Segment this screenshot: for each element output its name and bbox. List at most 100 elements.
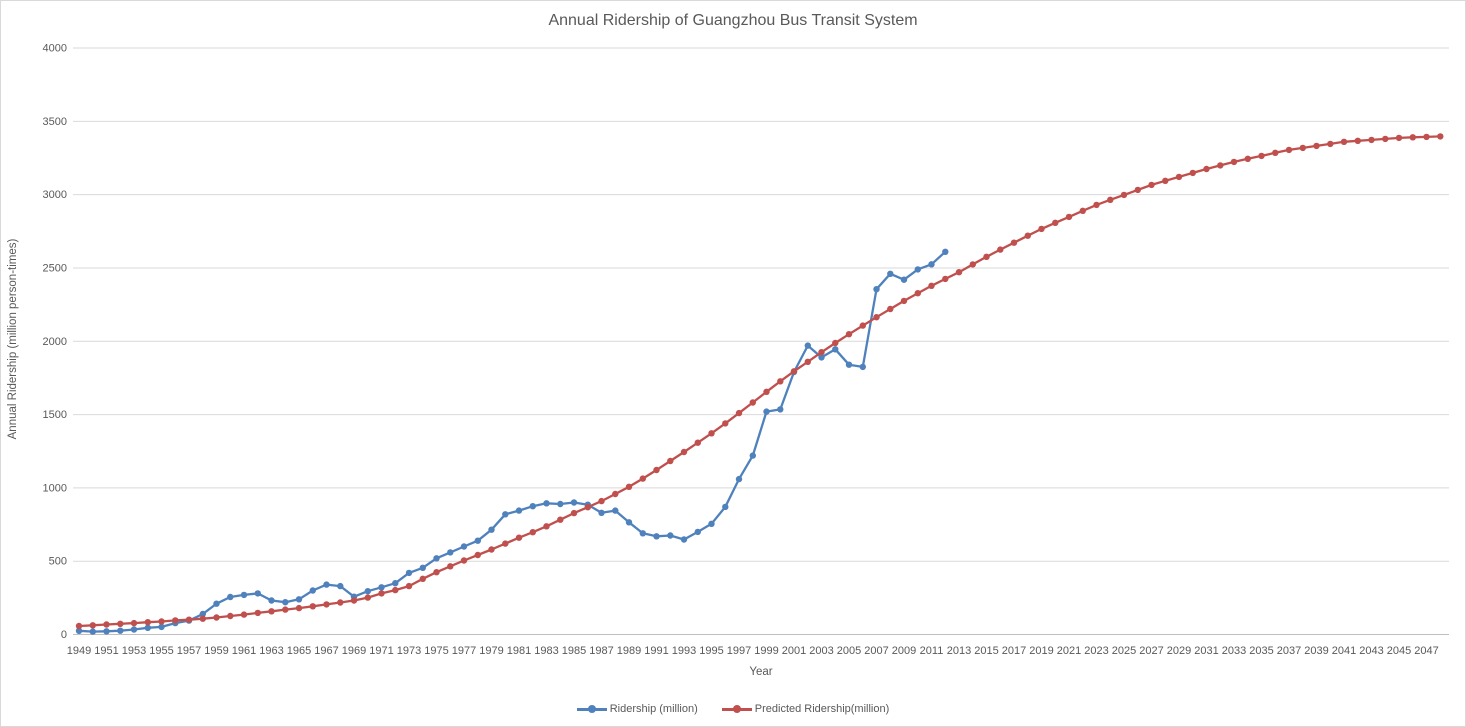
ridership-data-point <box>213 600 220 607</box>
predicted-data-point <box>1368 136 1375 144</box>
ridership-data-point <box>144 624 151 631</box>
predicted-data-point <box>832 339 839 347</box>
x-tick-label: 2001 <box>782 645 806 657</box>
predicted-data-point <box>433 569 440 576</box>
predicted-data-point <box>557 516 564 523</box>
predicted-data-point <box>1258 152 1265 160</box>
ridership-data-point <box>873 286 880 293</box>
predicted-data-point <box>117 620 124 627</box>
predicted-data-point <box>1230 158 1238 166</box>
x-tick-label: 1985 <box>562 645 586 657</box>
x-tick-label: 2029 <box>1167 645 1191 657</box>
predicted-data-point <box>199 615 206 622</box>
predicted-data-point <box>282 606 289 613</box>
predicted-data-point <box>254 609 261 617</box>
predicted-line-marker-icon <box>721 704 752 714</box>
ridership-data-point <box>419 564 426 571</box>
predicted-data-point <box>1148 181 1155 189</box>
x-tick-label: 2041 <box>1332 645 1356 657</box>
x-tick-label: 1949 <box>67 645 91 657</box>
predicted-data-point <box>1189 169 1197 177</box>
predicted-data-point <box>1217 162 1224 169</box>
predicted-data-point <box>337 599 344 606</box>
predicted-data-point <box>1120 191 1128 199</box>
predicted-data-point <box>1395 134 1403 142</box>
ridership-data-point <box>103 628 110 635</box>
x-tick-label: 2003 <box>809 645 833 657</box>
predicted-data-point <box>295 604 303 612</box>
ridership-data-point <box>763 408 770 415</box>
ridership-data-point <box>89 628 97 635</box>
ridership-data-point <box>75 627 83 634</box>
ridership-data-point <box>309 587 316 594</box>
ridership-data-point <box>227 593 234 601</box>
ridership-data-point <box>378 584 385 591</box>
ridership-data-point <box>199 610 206 618</box>
predicted-data-point <box>790 368 798 375</box>
x-tick-label: 1951 <box>94 645 118 657</box>
predicted-data-point <box>639 475 646 482</box>
predicted-data-point <box>722 420 729 427</box>
x-tick-label: 2017 <box>1002 645 1026 657</box>
ridership-data-point <box>158 623 165 631</box>
ridership-data-point <box>447 549 454 556</box>
predicted-data-point <box>845 331 853 338</box>
predicted-data-point <box>708 430 715 437</box>
y-tick-label: 500 <box>49 556 67 568</box>
predicted-data-point <box>1313 142 1320 150</box>
x-tick-label: 1975 <box>424 645 448 657</box>
chart-title: Annual Ridership of Guangzhou Bus Transi… <box>548 12 918 29</box>
predicted-data-point <box>1065 213 1073 221</box>
x-tick-label: 2045 <box>1387 645 1411 657</box>
ridership-data-point <box>777 406 784 413</box>
legend: Ridership (million) Predicted Ridership(… <box>1 703 1465 715</box>
x-tick-label: 1967 <box>314 645 338 657</box>
predicted-data-point <box>185 616 193 623</box>
y-tick-label: 3500 <box>43 116 67 128</box>
legend-label-predicted: Predicted Ridership(million) <box>754 703 890 715</box>
predicted-data-point <box>172 617 179 624</box>
ridership-data-point <box>722 503 729 511</box>
ridership-data-point <box>474 537 481 544</box>
x-tick-label: 2031 <box>1194 645 1218 657</box>
predicted-data-point <box>1052 219 1059 226</box>
predicted-data-point <box>942 275 949 283</box>
ridership-data-point <box>543 500 550 507</box>
ridership-data-point <box>268 597 275 604</box>
ridership-data-point <box>749 452 756 459</box>
predicted-data-point <box>570 509 578 517</box>
ridership-data-point <box>460 543 468 550</box>
ridership-data-point <box>557 500 564 508</box>
ridership-data-point <box>392 580 399 587</box>
x-tick-label: 1969 <box>342 645 366 657</box>
predicted-data-point <box>584 504 591 511</box>
ridership-data-point <box>598 509 605 516</box>
ridership-data-point <box>845 361 853 368</box>
ridership-data-point <box>653 533 660 540</box>
x-tick-label: 2043 <box>1359 645 1383 657</box>
ridership-data-point <box>612 507 619 514</box>
predicted-series-line <box>77 135 1442 628</box>
predicted-data-point <box>144 619 151 626</box>
predicted-data-point <box>378 590 385 597</box>
ridership-data-point <box>433 555 440 562</box>
ridership-data-point <box>735 475 743 483</box>
predicted-data-point <box>103 621 110 628</box>
x-tick-label: 1987 <box>589 645 613 657</box>
ridership-data-point <box>282 599 289 606</box>
predicted-data-point <box>405 582 413 590</box>
predicted-data-point <box>488 546 495 553</box>
ridership-data-point <box>694 528 701 536</box>
predicted-data-point <box>529 529 536 536</box>
predicted-data-point <box>1285 146 1293 154</box>
ridership-data-point <box>337 582 344 590</box>
predicted-data-point <box>749 399 756 406</box>
predicted-data-point <box>763 388 770 395</box>
predicted-data-point <box>735 409 743 417</box>
ridership-data-point <box>639 530 646 537</box>
ridership-data-point <box>708 520 715 527</box>
ridership-data-point <box>680 536 688 543</box>
x-tick-label: 1973 <box>397 645 421 657</box>
x-tick-label: 2015 <box>974 645 998 657</box>
x-tick-label: 2013 <box>947 645 971 657</box>
